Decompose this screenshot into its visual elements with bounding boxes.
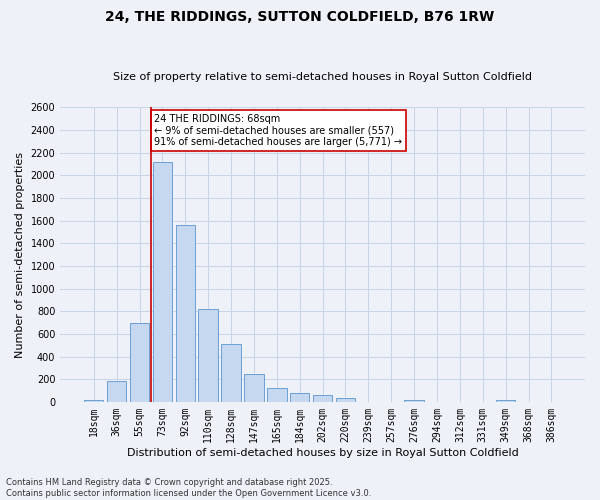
Bar <box>244 374 263 402</box>
X-axis label: Distribution of semi-detached houses by size in Royal Sutton Coldfield: Distribution of semi-detached houses by … <box>127 448 518 458</box>
Bar <box>176 225 195 402</box>
Bar <box>130 322 149 402</box>
Bar <box>313 395 332 402</box>
Bar <box>107 382 127 402</box>
Text: 24, THE RIDDINGS, SUTTON COLDFIELD, B76 1RW: 24, THE RIDDINGS, SUTTON COLDFIELD, B76 … <box>106 10 494 24</box>
Text: Contains HM Land Registry data © Crown copyright and database right 2025.
Contai: Contains HM Land Registry data © Crown c… <box>6 478 371 498</box>
Bar <box>221 344 241 402</box>
Bar <box>152 162 172 402</box>
Bar <box>496 400 515 402</box>
Y-axis label: Number of semi-detached properties: Number of semi-detached properties <box>15 152 25 358</box>
Bar <box>336 398 355 402</box>
Bar <box>404 400 424 402</box>
Bar <box>199 309 218 402</box>
Text: 24 THE RIDDINGS: 68sqm
← 9% of semi-detached houses are smaller (557)
91% of sem: 24 THE RIDDINGS: 68sqm ← 9% of semi-deta… <box>154 114 403 148</box>
Bar <box>290 393 310 402</box>
Title: Size of property relative to semi-detached houses in Royal Sutton Coldfield: Size of property relative to semi-detach… <box>113 72 532 82</box>
Bar <box>267 388 287 402</box>
Bar <box>84 400 103 402</box>
